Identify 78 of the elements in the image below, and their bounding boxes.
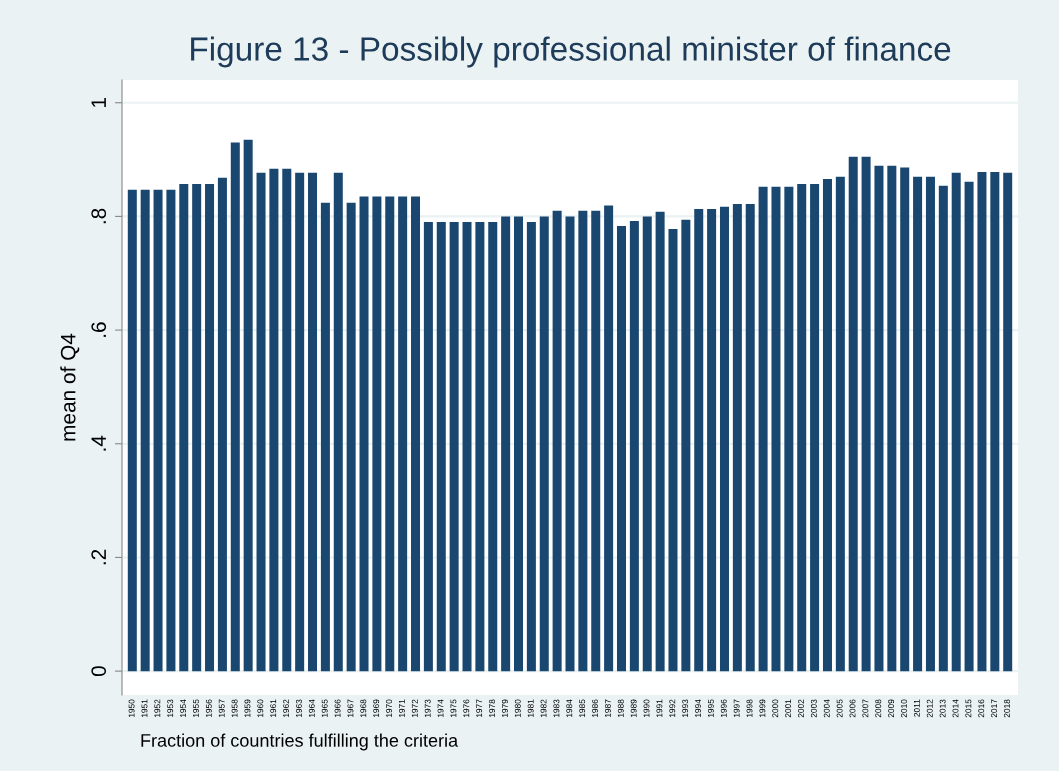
y-tick-label: 1 <box>91 97 106 107</box>
x-tick-label: 2014 <box>952 699 959 718</box>
x-tick-label: 1963 <box>295 699 302 718</box>
x-tick-label: 2006 <box>849 699 856 718</box>
x-tick-label: 1960 <box>257 699 264 718</box>
x-tick-label: 2000 <box>772 699 779 718</box>
x-tick-label: 2016 <box>978 699 985 718</box>
x-tick-label: 1984 <box>566 699 573 718</box>
y-tick-label: .2 <box>91 549 106 565</box>
x-tick-label: 1985 <box>579 699 586 718</box>
x-tick-label: 1964 <box>308 699 315 718</box>
x-tick-label: 1973 <box>424 699 431 718</box>
x-tick-label: 2005 <box>836 699 843 718</box>
x-tick-label: 2013 <box>939 699 946 718</box>
x-tick-label: 1996 <box>720 699 727 718</box>
x-tick-label: 1956 <box>205 699 212 718</box>
x-tick-label: 2009 <box>888 699 895 718</box>
x-tick-label: 1972 <box>411 699 418 718</box>
x-tick-label: 1950 <box>128 699 135 718</box>
x-tick-label: 1998 <box>746 699 753 718</box>
x-tick-label: 1953 <box>167 699 174 718</box>
chart-title: Figure 13 - Possibly professional minister of finance <box>191 36 951 68</box>
x-tick-label: 1997 <box>733 699 740 718</box>
x-tick-label: 1967 <box>347 699 354 718</box>
x-tick-label: 2007 <box>862 699 869 718</box>
x-tick-label: 1999 <box>759 699 766 718</box>
x-tick-label: 2010 <box>901 699 907 718</box>
x-tick-label: 1983 <box>553 699 560 718</box>
x-tick-label: 2015 <box>965 699 972 718</box>
x-tick-label: 1991 <box>656 699 663 718</box>
x-tick-label: 1988 <box>617 699 624 718</box>
x-tick-label: 1975 <box>450 699 457 718</box>
x-tick-label: 2018 <box>1004 699 1010 718</box>
x-tick-label: 1982 <box>540 699 547 718</box>
text: Fraction of countries fulfilling the criteria <box>141 733 459 751</box>
x-tick-label: 1952 <box>154 699 161 718</box>
x-tick-label: 1965 <box>321 699 328 718</box>
y-tick-label: 0 <box>91 666 107 677</box>
x-tick-label: 1993 <box>682 699 689 718</box>
x-tick-label: 1990 <box>643 699 650 718</box>
y-tick-label: .4 <box>91 435 106 451</box>
x-tick-label: 1980 <box>514 699 521 718</box>
x-tick-label: 1955 <box>193 699 199 718</box>
x-tick-label: 1992 <box>669 699 676 718</box>
x-tick-label: 1959 <box>244 699 251 718</box>
x-tick-label: 1957 <box>218 699 225 718</box>
x-tick-label: 1986 <box>592 699 598 718</box>
x-tick-label: 1954 <box>180 699 187 718</box>
x-tick-label: 1994 <box>695 699 701 718</box>
x-tick-label: 1995 <box>707 699 714 718</box>
x-tick-label: 1979 <box>501 699 508 718</box>
x-tick-label: 1969 <box>373 699 380 718</box>
x-tick-label: 1971 <box>398 699 405 718</box>
x-tick-label: 1968 <box>360 699 367 718</box>
y-tick-label: .6 <box>91 322 107 337</box>
x-tick-label: 1989 <box>630 699 637 718</box>
x-tick-label: 1974 <box>437 699 444 718</box>
y-tick-label: .8 <box>91 208 107 224</box>
x-tick-label: 2004 <box>823 699 830 718</box>
x-tick-label: 2011 <box>913 699 920 717</box>
y-axis-title: mean of Q4 <box>60 333 80 441</box>
x-tick-label: 1951 <box>141 699 148 718</box>
x-tick-label: 1970 <box>386 699 393 718</box>
x-tick-label: 2008 <box>875 699 882 718</box>
x-tick-label: 2001 <box>785 699 792 718</box>
x-tick-label: 1976 <box>463 699 470 718</box>
x-tick-label: 2012 <box>926 699 933 718</box>
x-tick-label: 1977 <box>476 699 483 718</box>
x-tick-label: 1961 <box>270 699 277 718</box>
x-tick-label: 2002 <box>798 699 804 718</box>
x-tick-label: 2017 <box>991 699 998 718</box>
x-tick-label: 1987 <box>604 699 611 718</box>
x-tick-label: 1981 <box>527 699 534 718</box>
x-tick-label: 1978 <box>489 699 495 718</box>
x-tick-label: 2003 <box>810 699 817 718</box>
x-tick-label: 1966 <box>334 699 341 718</box>
x-tick-label: 1958 <box>231 699 238 718</box>
x-tick-label: 1962 <box>283 699 290 718</box>
